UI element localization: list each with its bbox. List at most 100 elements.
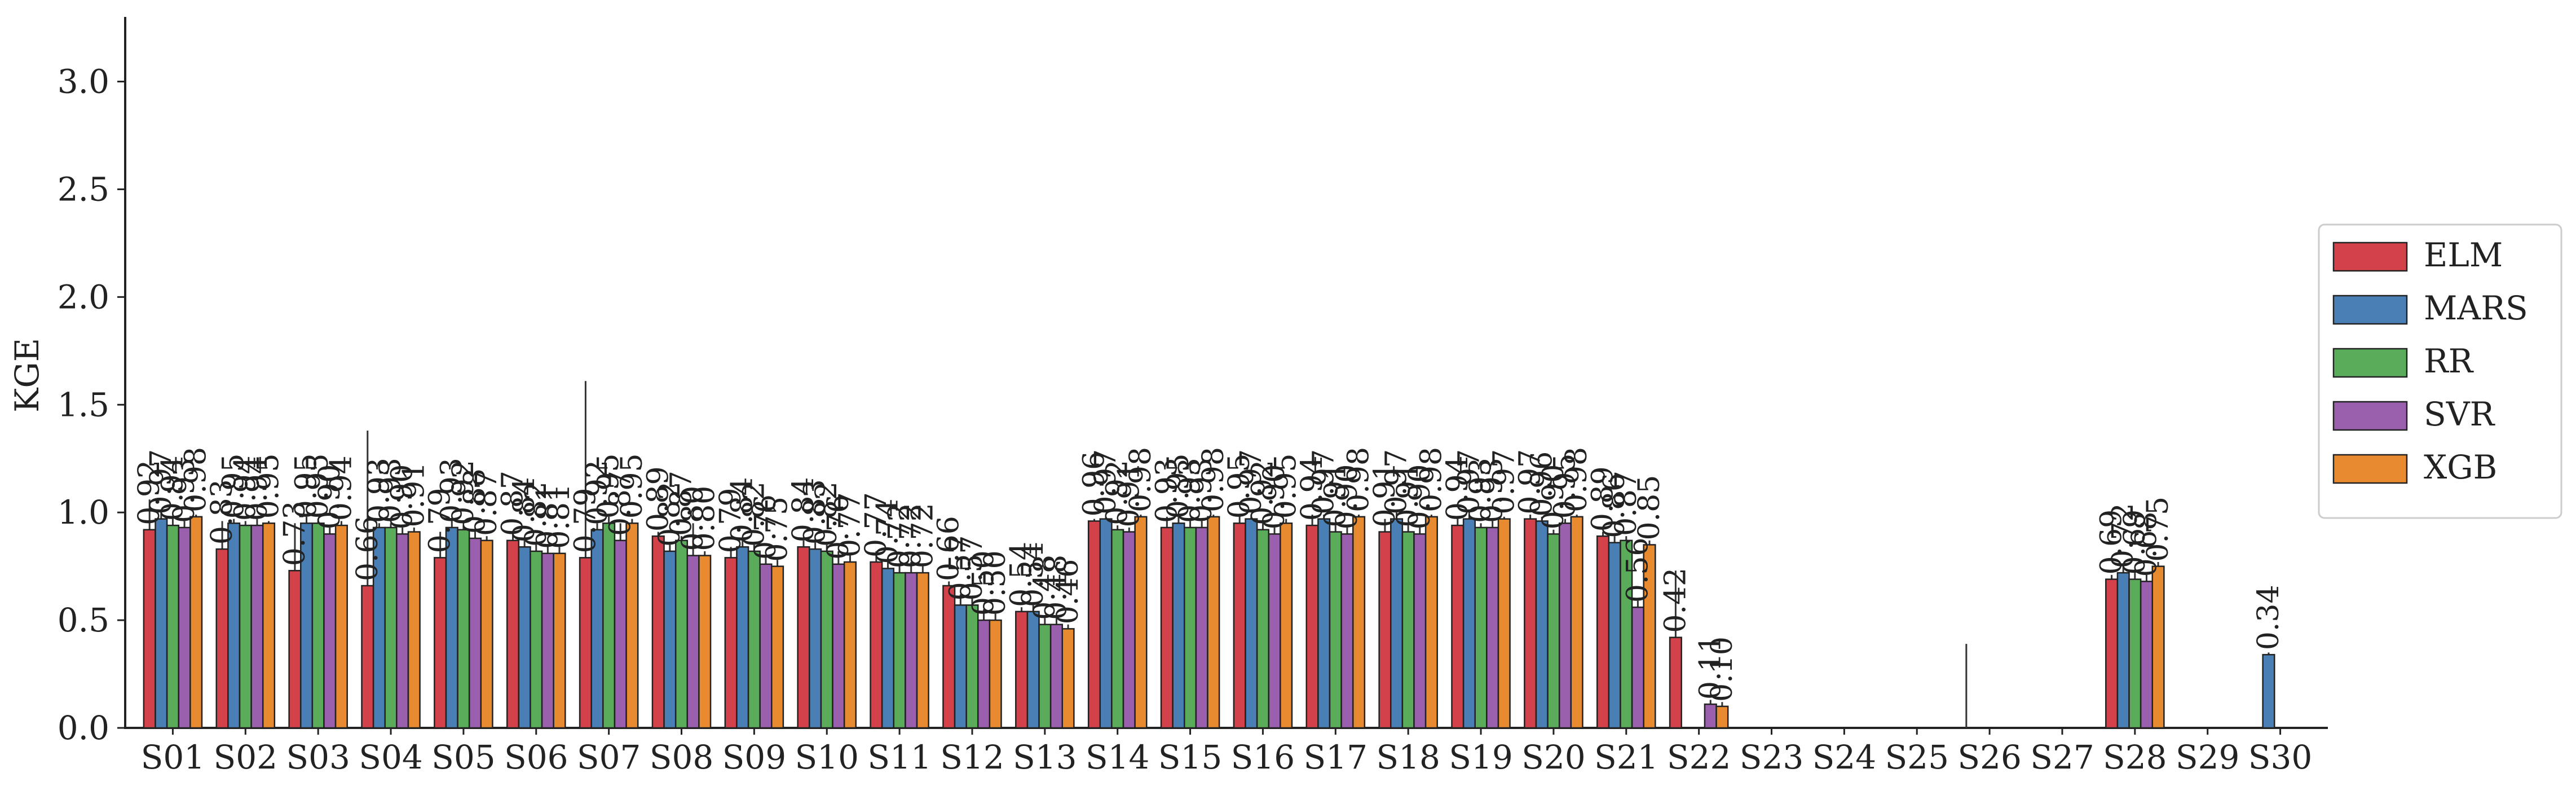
- data-label: 0.94: [1441, 455, 1475, 521]
- legend: ELM MARS RR SVR XGB: [2318, 223, 2562, 519]
- bar-mars-s15: [1172, 523, 1185, 729]
- data-label: 0.81: [542, 484, 576, 549]
- data-label: 0.79: [568, 488, 602, 554]
- x-tick-label: S20: [1521, 738, 1586, 776]
- data-label: 0.97: [1514, 449, 1547, 515]
- data-label: 0.54: [1016, 542, 1050, 607]
- data-label: 0.84: [508, 477, 541, 542]
- bar-elm-s19: [1451, 524, 1465, 729]
- x-tick-label: S28: [2103, 738, 2167, 776]
- bar-mars-s10: [809, 548, 822, 729]
- data-label: 0.98: [1342, 447, 1376, 512]
- bar-elm-s17: [1305, 524, 1319, 729]
- bar-elm-s08: [651, 535, 665, 729]
- bar-xgb-s17: [1352, 516, 1366, 729]
- data-label: 0.90: [1258, 464, 1291, 530]
- bar-xgb-s01: [189, 516, 203, 729]
- x-tick-label: S15: [1158, 738, 1223, 776]
- data-label: 0.91: [1318, 462, 1352, 528]
- data-label: 0.11: [1693, 634, 1727, 700]
- data-label: 0.87: [496, 471, 530, 536]
- x-tick-label: S19: [1449, 738, 1513, 776]
- bar-elm-s09: [724, 557, 738, 729]
- bar-rr-s06: [530, 550, 543, 729]
- data-label: 0.57: [943, 535, 977, 601]
- data-label: 0.86: [1598, 473, 1631, 538]
- bars: [143, 516, 2275, 729]
- bar-xgb-s19: [1497, 518, 1511, 729]
- bar-rr-s19: [1474, 526, 1488, 729]
- x-tick-label: S24: [1812, 738, 1877, 776]
- data-label: 0.82: [737, 481, 771, 547]
- bar-mars-s05: [445, 526, 458, 729]
- data-label: 0.97: [1089, 449, 1123, 515]
- data-label: 0.89: [1586, 466, 1620, 532]
- bar-mars-s17: [1317, 518, 1331, 729]
- bar-svr-s03: [323, 533, 337, 729]
- bar-elm-s21: [1596, 535, 1610, 729]
- data-label: 0.80: [676, 486, 710, 551]
- bar-mars-s14: [1099, 518, 1113, 729]
- bar-mars-s06: [518, 546, 531, 729]
- data-label: 0.34: [2252, 585, 2286, 650]
- bar-svr-s04: [396, 533, 409, 729]
- x-tick-label: S14: [1086, 738, 1150, 776]
- data-label: 0.79: [714, 488, 748, 554]
- bar-svr-s13: [1049, 624, 1064, 729]
- x-tick-label: S07: [577, 738, 641, 776]
- bar-svr-s09: [759, 563, 773, 729]
- bar-rr-s12: [965, 604, 979, 729]
- bar-elm-s28: [2105, 578, 2119, 729]
- bar-rr-s18: [1401, 531, 1415, 729]
- bar-xgb-s28: [2151, 565, 2165, 729]
- bar-rr-s08: [674, 539, 689, 729]
- data-label: 0.90: [1403, 464, 1437, 530]
- data-label: 0.91: [1112, 462, 1146, 528]
- y-ticks: 0.0 0.5 1.0 1.5 2.0 2.5 3.0: [58, 63, 125, 747]
- bar-elm-s04: [361, 585, 374, 729]
- bar-rr-s11: [893, 572, 906, 729]
- bar-mars-s08: [663, 550, 677, 729]
- bar-xgb-s05: [480, 539, 493, 729]
- bar-xgb-s14: [1134, 516, 1148, 729]
- data-label: 0.93: [1185, 458, 1219, 523]
- data-label: 0.93: [1150, 458, 1184, 523]
- y-tick-label: 0.0: [58, 709, 109, 747]
- data-label: 0.95: [290, 453, 324, 519]
- bar-svr-s10: [832, 563, 845, 729]
- bar-xgb-s07: [625, 523, 639, 729]
- legend-swatch-mars: [2332, 295, 2408, 325]
- data-label: 0.84: [726, 477, 760, 542]
- axes: KGE 0.00.51.01.52.02.53.0 S01 S02 S03 S04 S0…: [8, 17, 2328, 776]
- bar-svr-s02: [250, 524, 264, 729]
- bar-elm-s22: [1669, 636, 1682, 729]
- bar-mars-s07: [590, 529, 604, 729]
- bar-rr-s14: [1111, 529, 1124, 729]
- bar-xgb-s02: [262, 523, 276, 729]
- y-tick-label: 1.0: [58, 493, 109, 532]
- data-label: 0.90: [313, 464, 347, 530]
- bar-svr-s21: [1631, 606, 1644, 729]
- bar-mars-s28: [2116, 572, 2130, 729]
- x-tick-label: S13: [1013, 738, 1077, 776]
- data-label: 0.95: [1549, 453, 1582, 519]
- data-label: 0.82: [653, 481, 687, 547]
- data-label: 0.92: [133, 460, 166, 525]
- data-label: 0.94: [156, 455, 189, 521]
- bar-svr-s11: [905, 572, 918, 729]
- bar-xgb-s08: [698, 555, 712, 729]
- data-label: 0.97: [1487, 449, 1521, 515]
- bar-mars-s01: [155, 518, 168, 729]
- x-tick-label: S05: [431, 738, 496, 776]
- x-tick-label: S22: [1667, 738, 1731, 776]
- bar-xgb-s06: [553, 552, 566, 729]
- data-label: 0.72: [883, 503, 916, 568]
- legend-swatch-svr: [2332, 401, 2408, 431]
- bar-rr-s04: [384, 526, 398, 729]
- bar-mars-s21: [1608, 542, 1621, 729]
- x-tick-label: S21: [1594, 738, 1658, 776]
- bar-elm-s07: [579, 557, 592, 729]
- data-label: 0.54: [1005, 542, 1039, 607]
- data-label: 0.95: [615, 453, 649, 519]
- data-label: 0.75: [2141, 497, 2175, 562]
